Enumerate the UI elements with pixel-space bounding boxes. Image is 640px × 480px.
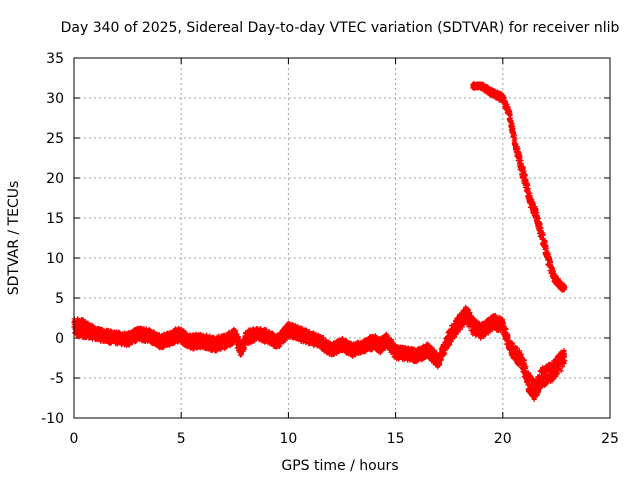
x-tick-label: 10 (279, 431, 297, 447)
y-tick-label: 0 (55, 331, 64, 347)
x-tick-label: 15 (387, 431, 405, 447)
y-tick-label: 30 (46, 91, 64, 107)
y-tick-label: 15 (46, 211, 64, 227)
x-tick-label: 5 (177, 431, 186, 447)
data-point-cloud (71, 304, 568, 402)
y-tick-label: -5 (50, 371, 64, 387)
y-tick-label: 10 (46, 251, 64, 267)
data-point-cloud (470, 81, 568, 293)
x-tick-label: 0 (70, 431, 79, 447)
series-main-band (71, 304, 568, 402)
x-tick-label: 25 (601, 431, 619, 447)
y-axis-label: SDTVAR / TECUs (6, 181, 22, 296)
grid-lines (74, 58, 610, 418)
y-tick-label: 25 (46, 131, 64, 147)
data-points (71, 81, 568, 402)
y-tick-label: -10 (41, 411, 64, 427)
y-tick-label: 35 (46, 51, 64, 67)
plot-frame (73, 57, 611, 419)
y-tick-label: 5 (55, 291, 64, 307)
series-upper-track (470, 81, 568, 293)
y-tick-label: 20 (46, 171, 64, 187)
chart-title: Day 340 of 2025, Sidereal Day-to-day VTE… (61, 20, 620, 36)
x-tick-label: 20 (494, 431, 512, 447)
x-axis-label: GPS time / hours (281, 458, 398, 474)
